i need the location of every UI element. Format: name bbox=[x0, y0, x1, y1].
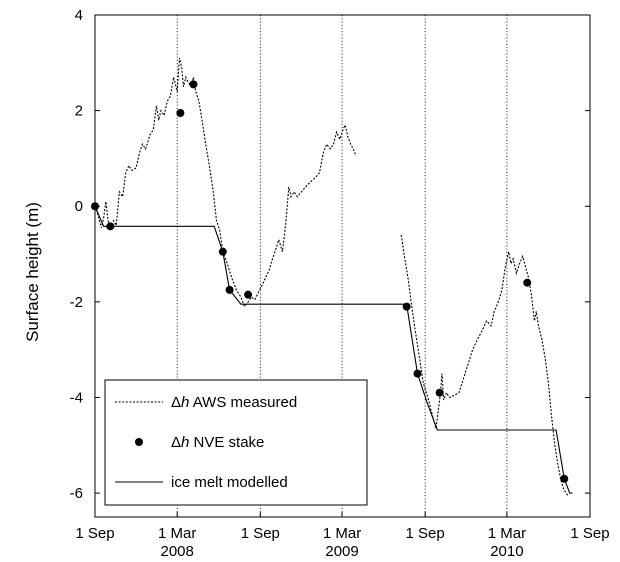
y-tick-label: 0 bbox=[75, 198, 83, 215]
nve-stake-point bbox=[218, 247, 227, 256]
nve-stake-point bbox=[176, 109, 185, 118]
legend-box bbox=[104, 379, 368, 506]
y-axis-title: Surface height (m) bbox=[23, 202, 42, 342]
y-tick-label: -4 bbox=[70, 389, 83, 406]
aws-measured-line bbox=[400, 234, 569, 496]
vertical-gridlines bbox=[176, 15, 508, 517]
nve-stake-point bbox=[225, 285, 234, 294]
stake-markers bbox=[91, 80, 569, 483]
y-tick-label: -6 bbox=[70, 485, 83, 502]
nve-stake-point bbox=[244, 290, 253, 299]
legend-symbol-marker bbox=[135, 438, 143, 446]
legend-label: Δh NVE stake bbox=[171, 434, 264, 451]
nve-stake-point bbox=[560, 474, 569, 483]
nve-stake-point bbox=[402, 302, 411, 311]
x-year-label: 2008 bbox=[161, 543, 194, 560]
legend-label: ice melt modelled bbox=[171, 474, 288, 491]
x-tick-label: 1 Sep bbox=[570, 525, 609, 542]
y-tick-label: 2 bbox=[75, 103, 83, 120]
nve-stake-point bbox=[106, 222, 115, 231]
legend: Δh AWS measured Δh NVE stake ice melt mode… bbox=[104, 379, 368, 506]
nve-stake-point bbox=[435, 388, 444, 397]
x-tick-label: 1 Sep bbox=[241, 525, 280, 542]
x-year-label: 2009 bbox=[325, 543, 358, 560]
x-year-label: 2010 bbox=[490, 543, 523, 560]
x-tick-label: 1 Sep bbox=[406, 525, 445, 542]
nve-stake-point bbox=[523, 278, 532, 287]
y-axis-ticks: 4 2 0 -2 -4 -6 bbox=[70, 7, 590, 502]
nve-stake-point bbox=[189, 80, 198, 89]
x-tick-label: 1 Mar bbox=[323, 525, 361, 542]
y-tick-label: 4 bbox=[75, 7, 83, 24]
legend-label: Δh AWS measured bbox=[171, 394, 297, 411]
x-tick-label: 1 Mar bbox=[488, 525, 526, 542]
x-tick-label: 1 Sep bbox=[75, 525, 114, 542]
nve-stake-point bbox=[413, 369, 422, 378]
x-tick-label: 1 Mar bbox=[158, 525, 196, 542]
y-tick-label: -2 bbox=[70, 294, 83, 311]
aws-measured-line bbox=[94, 57, 357, 308]
